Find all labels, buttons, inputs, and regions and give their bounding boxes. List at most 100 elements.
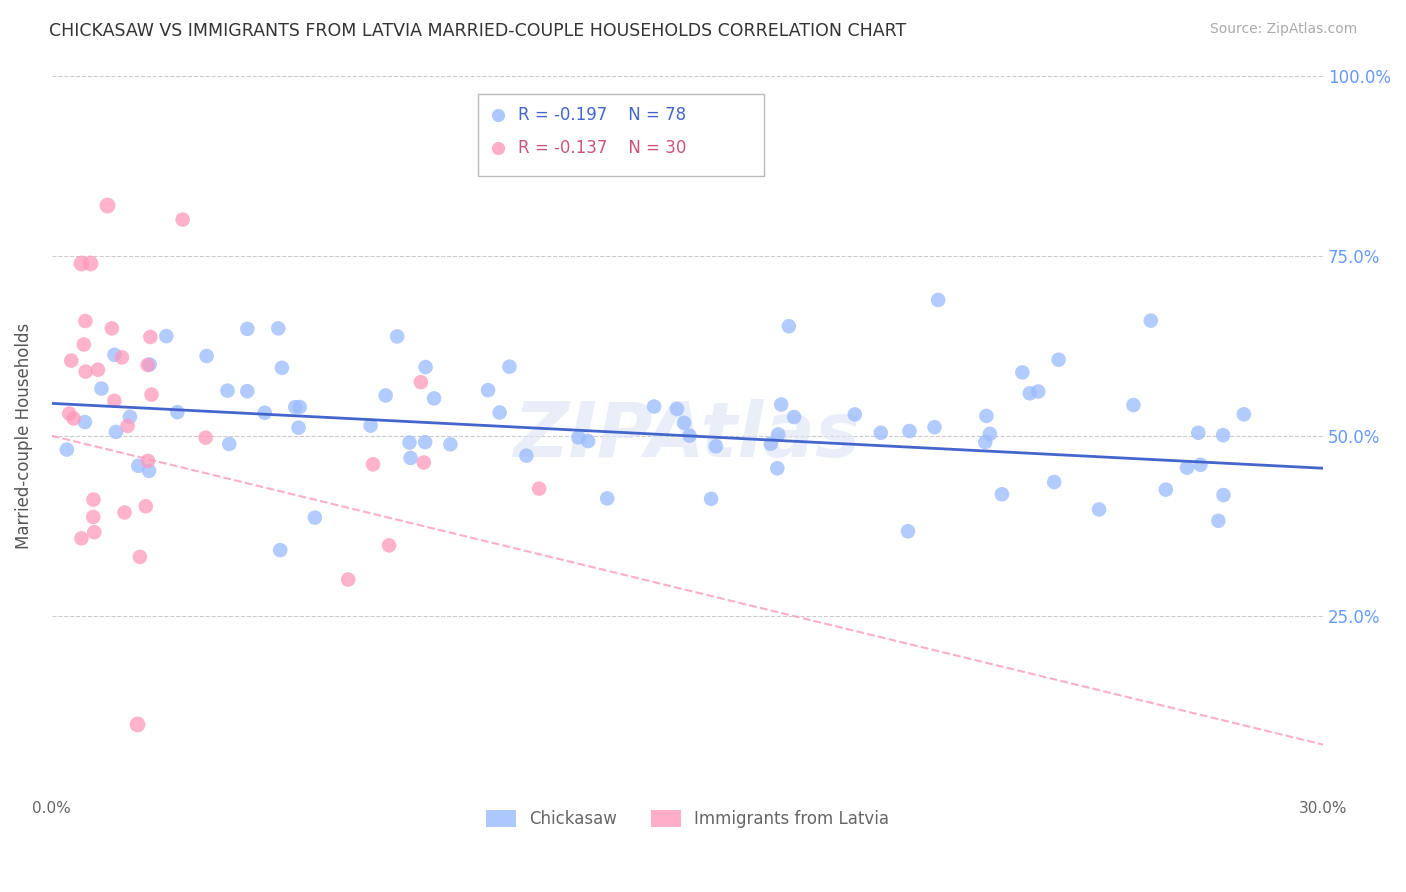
Point	[498, 359, 520, 374]
Point	[678, 428, 700, 442]
Point	[253, 406, 276, 420]
Point	[413, 435, 436, 450]
Point	[62, 411, 84, 425]
Point	[361, 458, 384, 472]
Point	[96, 198, 118, 212]
Point	[385, 329, 408, 343]
Point	[284, 400, 307, 414]
Point	[58, 407, 80, 421]
Point	[596, 491, 619, 506]
Point	[79, 256, 101, 270]
Point	[267, 321, 290, 335]
Text: ZIPAtlas: ZIPAtlas	[513, 399, 860, 473]
Point	[844, 408, 866, 422]
Point	[139, 330, 162, 344]
Point	[287, 420, 309, 434]
Point	[924, 420, 946, 434]
Point	[194, 431, 217, 445]
Point	[236, 384, 259, 399]
Point	[477, 383, 499, 397]
Point	[288, 400, 311, 414]
Point	[1088, 502, 1111, 516]
Point	[111, 351, 134, 365]
Point	[770, 397, 793, 411]
Point	[136, 358, 159, 372]
Point	[103, 393, 125, 408]
Point	[70, 256, 93, 270]
Point	[73, 415, 96, 429]
Point	[271, 360, 294, 375]
Point	[114, 506, 136, 520]
Point	[1212, 428, 1234, 442]
Point	[409, 375, 432, 389]
Point	[527, 482, 550, 496]
Point	[976, 409, 998, 423]
Point	[217, 384, 239, 398]
Point	[136, 454, 159, 468]
Point	[1043, 475, 1066, 489]
Text: R = -0.137    N = 30: R = -0.137 N = 30	[519, 138, 686, 157]
Point	[75, 314, 97, 328]
Y-axis label: Married-couple Households: Married-couple Households	[15, 323, 32, 549]
Point	[75, 365, 97, 379]
Point	[1140, 313, 1163, 327]
Point	[83, 525, 105, 540]
Text: R = -0.197    N = 78: R = -0.197 N = 78	[519, 106, 686, 124]
Point	[1018, 386, 1040, 401]
Point	[103, 348, 125, 362]
Point	[269, 543, 291, 558]
Point	[56, 442, 79, 457]
Point	[488, 406, 510, 420]
Point	[155, 329, 177, 343]
Point	[60, 353, 83, 368]
Text: CHICKASAW VS IMMIGRANTS FROM LATVIA MARRIED-COUPLE HOUSEHOLDS CORRELATION CHART: CHICKASAW VS IMMIGRANTS FROM LATVIA MARR…	[49, 22, 907, 40]
Point	[515, 449, 537, 463]
Point	[82, 510, 104, 524]
Point	[1187, 425, 1209, 440]
Point	[135, 500, 157, 514]
Point	[104, 425, 127, 439]
Point	[412, 456, 434, 470]
Point	[979, 426, 1001, 441]
Point	[700, 491, 723, 506]
Point	[1233, 407, 1256, 421]
FancyBboxPatch shape	[478, 94, 763, 177]
Point	[218, 437, 240, 451]
Point	[337, 573, 360, 587]
Point	[374, 388, 396, 402]
Point	[643, 400, 665, 414]
Point	[172, 212, 194, 227]
Point	[82, 492, 104, 507]
Point	[898, 424, 921, 438]
Point	[141, 387, 163, 401]
Point	[138, 464, 160, 478]
Point	[73, 337, 96, 351]
Point	[759, 436, 782, 450]
Point	[399, 450, 422, 465]
Point	[138, 358, 160, 372]
Point	[304, 510, 326, 524]
Point	[360, 418, 382, 433]
Point	[1011, 365, 1033, 379]
Point	[869, 425, 891, 440]
Point	[70, 532, 93, 546]
Point	[778, 319, 800, 334]
Point	[704, 439, 727, 453]
Point	[1047, 352, 1070, 367]
Point	[1175, 460, 1198, 475]
Point	[783, 410, 806, 425]
Point	[195, 349, 218, 363]
Point	[1212, 488, 1234, 502]
Point	[398, 435, 420, 450]
Point	[974, 435, 997, 450]
Point	[768, 427, 790, 442]
Point	[90, 382, 112, 396]
Point	[415, 359, 437, 374]
Point	[128, 549, 150, 564]
Point	[1208, 514, 1230, 528]
Point	[236, 322, 259, 336]
Point	[439, 437, 461, 451]
Point	[1026, 384, 1049, 399]
Point	[766, 461, 789, 475]
Point	[672, 416, 695, 430]
